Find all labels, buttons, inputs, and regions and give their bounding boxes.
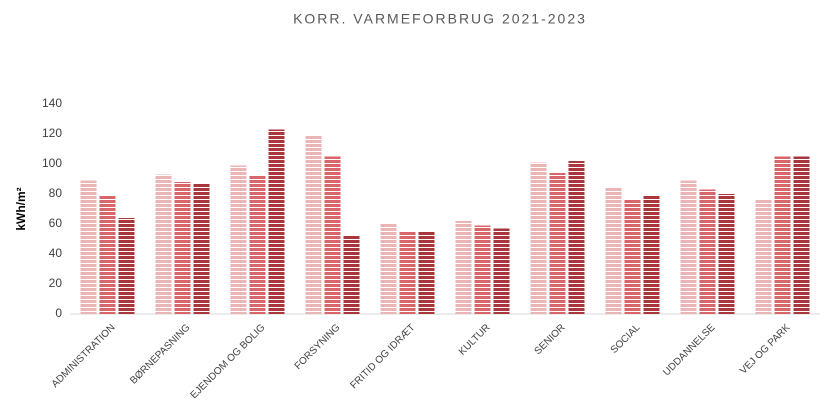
x-tick-label: SOCIAL <box>609 322 643 356</box>
bar <box>699 189 716 314</box>
bar <box>605 188 622 314</box>
bar <box>774 156 791 314</box>
bar <box>455 221 472 314</box>
y-tick-label: 120 <box>42 126 62 140</box>
x-tick-label: FORSYNING <box>293 322 343 372</box>
bar <box>230 165 247 314</box>
bar <box>155 174 172 314</box>
y-tick-label: 80 <box>49 186 63 200</box>
bar <box>305 135 322 314</box>
x-tick-label: EJENDOM OG BOLIG <box>189 322 268 401</box>
bar <box>530 162 547 314</box>
bar <box>399 231 416 314</box>
y-tick-label: 20 <box>49 276 63 290</box>
bar <box>380 224 397 314</box>
x-tick-label: SENIOR <box>533 322 568 357</box>
y-tick-label: 40 <box>49 246 63 260</box>
y-axis-label: kWh/m² <box>14 187 28 230</box>
x-tick-label: BØRNEPASNING <box>128 322 192 386</box>
y-tick-label: 60 <box>49 216 63 230</box>
bar <box>249 176 266 314</box>
bar <box>268 129 285 314</box>
x-tick-label: UDDANNELSE <box>661 322 717 378</box>
bar <box>643 195 660 314</box>
bar <box>680 180 697 314</box>
bar <box>80 180 97 314</box>
bar <box>793 156 810 314</box>
x-tick-label: VEJ OG PARK <box>738 322 793 377</box>
x-tick-label: ADMINISTRATION <box>50 322 118 390</box>
x-tick-label: FRITID OG IDRÆT <box>348 322 417 391</box>
bar <box>174 182 191 314</box>
bar <box>418 231 435 314</box>
bar <box>755 200 772 314</box>
y-tick-label: 140 <box>42 96 62 110</box>
bar <box>568 161 585 314</box>
y-tick-label: 0 <box>55 306 62 320</box>
bar <box>193 183 210 314</box>
bar <box>118 218 135 314</box>
bar <box>549 173 566 314</box>
bar <box>624 200 641 314</box>
bar <box>324 156 341 314</box>
y-tick-label: 100 <box>42 156 62 170</box>
bar <box>343 236 360 314</box>
bar <box>493 228 510 314</box>
x-tick-label: KULTUR <box>457 322 493 358</box>
bar <box>99 195 116 314</box>
bar <box>718 194 735 314</box>
chart-title: KORR. VARMEFORBRUG 2021-2023 <box>293 11 587 27</box>
bar <box>474 225 491 314</box>
